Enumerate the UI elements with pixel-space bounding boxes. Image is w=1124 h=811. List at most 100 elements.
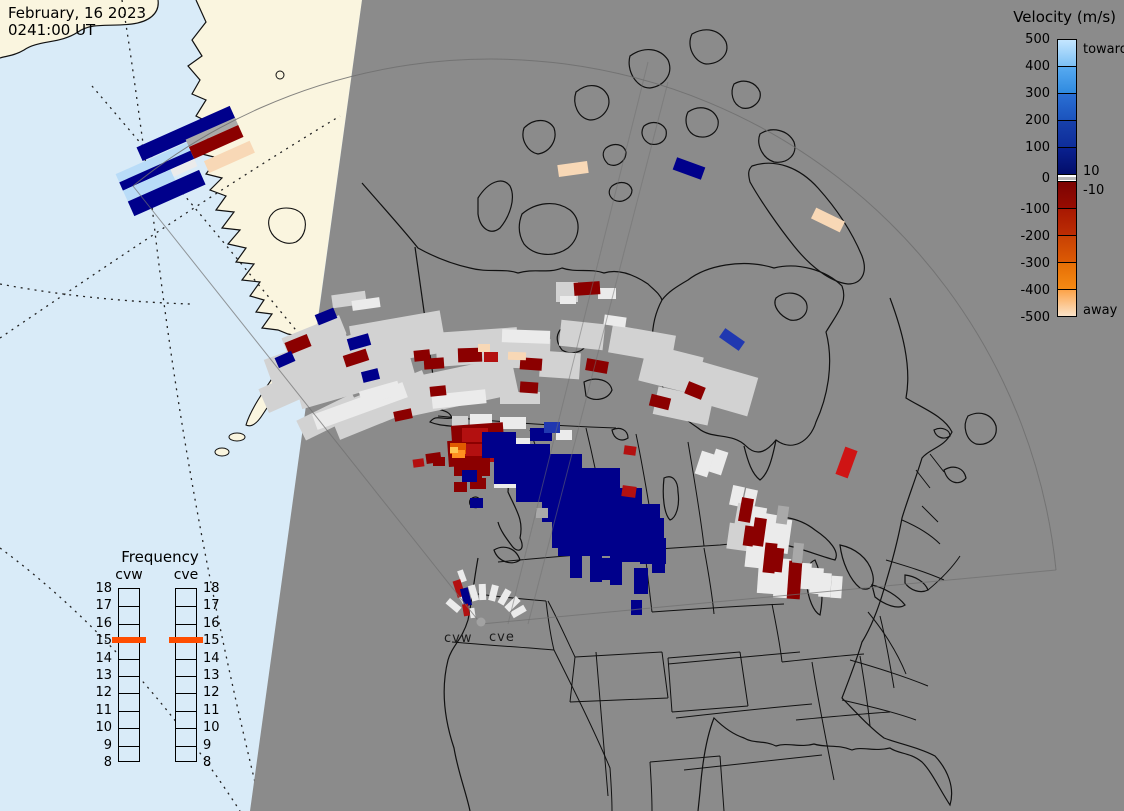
echo-cell [708, 448, 729, 476]
echo-cell [600, 558, 618, 580]
echo-cell [573, 281, 601, 296]
colorbar-segment [1057, 39, 1077, 67]
colorbar-segment [1057, 93, 1077, 121]
echo-cell [484, 352, 498, 362]
echo-cell [423, 357, 445, 370]
date-line: February, 16 2023 [8, 4, 147, 22]
echo-cell [791, 542, 805, 564]
frequency-cell-divider [119, 693, 139, 694]
echo-cell [585, 358, 609, 374]
frequency-tick-label: 11 [203, 702, 220, 718]
frequency-tick-label: 10 [203, 720, 220, 736]
echo-cell [652, 543, 665, 573]
frequency-bar-cve [175, 588, 197, 762]
echo-cell [598, 288, 616, 299]
echo-cell [433, 457, 445, 466]
frequency-cell-divider [119, 728, 139, 729]
lower-threshold-label: -10 [1083, 183, 1105, 198]
frequency-tick-label: 13 [95, 668, 112, 683]
frequency-tick-label: 15 [95, 633, 112, 649]
velocity-tick-label: -300 [1020, 256, 1050, 271]
velocity-legend-title: Velocity (m/s) [1013, 8, 1116, 26]
velocity-tick-label: 400 [1025, 59, 1050, 74]
echo-cell [478, 344, 490, 352]
frequency-tick-label: 16 [203, 615, 220, 631]
time-line: 0241:00 UT [8, 21, 96, 39]
echo-cell [462, 470, 477, 482]
echo-cell [623, 445, 637, 456]
frequency-tick-label: 12 [95, 685, 112, 701]
echo-cell [560, 296, 576, 304]
echo-cell [634, 568, 648, 594]
frequency-tick-label: 14 [95, 650, 112, 666]
frequency-cell-divider [176, 693, 196, 694]
frequency-cell-divider [176, 728, 196, 729]
echo-cell [445, 597, 462, 614]
echo-cell [500, 417, 526, 429]
frequency-cell-divider [119, 746, 139, 747]
velocity-tick-label: -400 [1020, 283, 1050, 298]
echo-cell [469, 607, 476, 619]
frequency-tick-label: 17 [95, 598, 112, 614]
colorbar-segment [1057, 147, 1077, 175]
frequency-cell-divider [176, 659, 196, 660]
echo-cell [719, 328, 745, 351]
echo-cell [672, 157, 706, 180]
frequency-cell-divider [119, 659, 139, 660]
echo-cell [810, 207, 846, 233]
frequency-bar-cvw [118, 588, 140, 762]
frequency-tick-label: 9 [203, 737, 212, 753]
frequency-tick-label: 8 [203, 755, 212, 770]
velocity-tick-label: 500 [1025, 32, 1050, 47]
colorbar-segment [1057, 262, 1077, 290]
echo-cell [621, 485, 637, 498]
frequency-tick-label: 17 [203, 598, 220, 614]
frequency-cell-divider [119, 711, 139, 712]
colorbar-segment [1057, 66, 1077, 94]
colorbar-segment [1057, 289, 1077, 317]
frequency-tick-label: 16 [95, 615, 112, 631]
frequency-cell-divider [176, 606, 196, 607]
frequency-tick-label: 18 [95, 581, 112, 596]
velocity-tick-label: -200 [1020, 229, 1050, 244]
frequency-marker-cvw [112, 637, 146, 644]
echo-cell [539, 350, 581, 380]
velocity-tick-label: 300 [1025, 86, 1050, 101]
echo-cell [835, 446, 858, 479]
frequency-column-label-cvw: cvw [115, 567, 143, 583]
velocity-tick-label: 200 [1025, 113, 1050, 128]
frequency-tick-label: 13 [203, 668, 220, 683]
echo-cell [488, 584, 499, 602]
echo-cell [478, 583, 487, 601]
echo-cell [603, 314, 627, 328]
frequency-tick-label: 18 [203, 581, 220, 596]
echo-cell [552, 512, 563, 548]
colorbar-segment [1057, 208, 1077, 236]
frequency-cell-divider [119, 624, 139, 625]
echo-cell [557, 160, 589, 178]
radar-label-cvw: cvw [444, 631, 473, 646]
echo-cell [519, 381, 539, 394]
echo-cell [830, 575, 843, 599]
away-label: away [1083, 303, 1118, 318]
radar-label-cve: cve [489, 630, 515, 645]
frequency-cell-divider [119, 606, 139, 607]
velocity-tick-label: -100 [1020, 202, 1050, 217]
echo-cell [544, 422, 560, 433]
frequency-tick-label: 14 [203, 650, 220, 666]
echo-cell [507, 351, 527, 361]
echo-cell [570, 538, 582, 578]
echo-cell [558, 319, 606, 351]
echo-cell [393, 408, 413, 422]
upper-threshold-label: 10 [1083, 164, 1100, 179]
frequency-cell-divider [176, 746, 196, 747]
echo-cell [631, 600, 642, 615]
frequency-tick-label: 12 [203, 685, 220, 701]
frequency-cell-divider [176, 676, 196, 677]
frequency-cell-divider [176, 711, 196, 712]
frequency-cell-divider [176, 624, 196, 625]
colorbar-segment [1057, 235, 1077, 263]
frequency-panel-title: Frequency [121, 548, 199, 566]
echo-cell [454, 482, 467, 492]
